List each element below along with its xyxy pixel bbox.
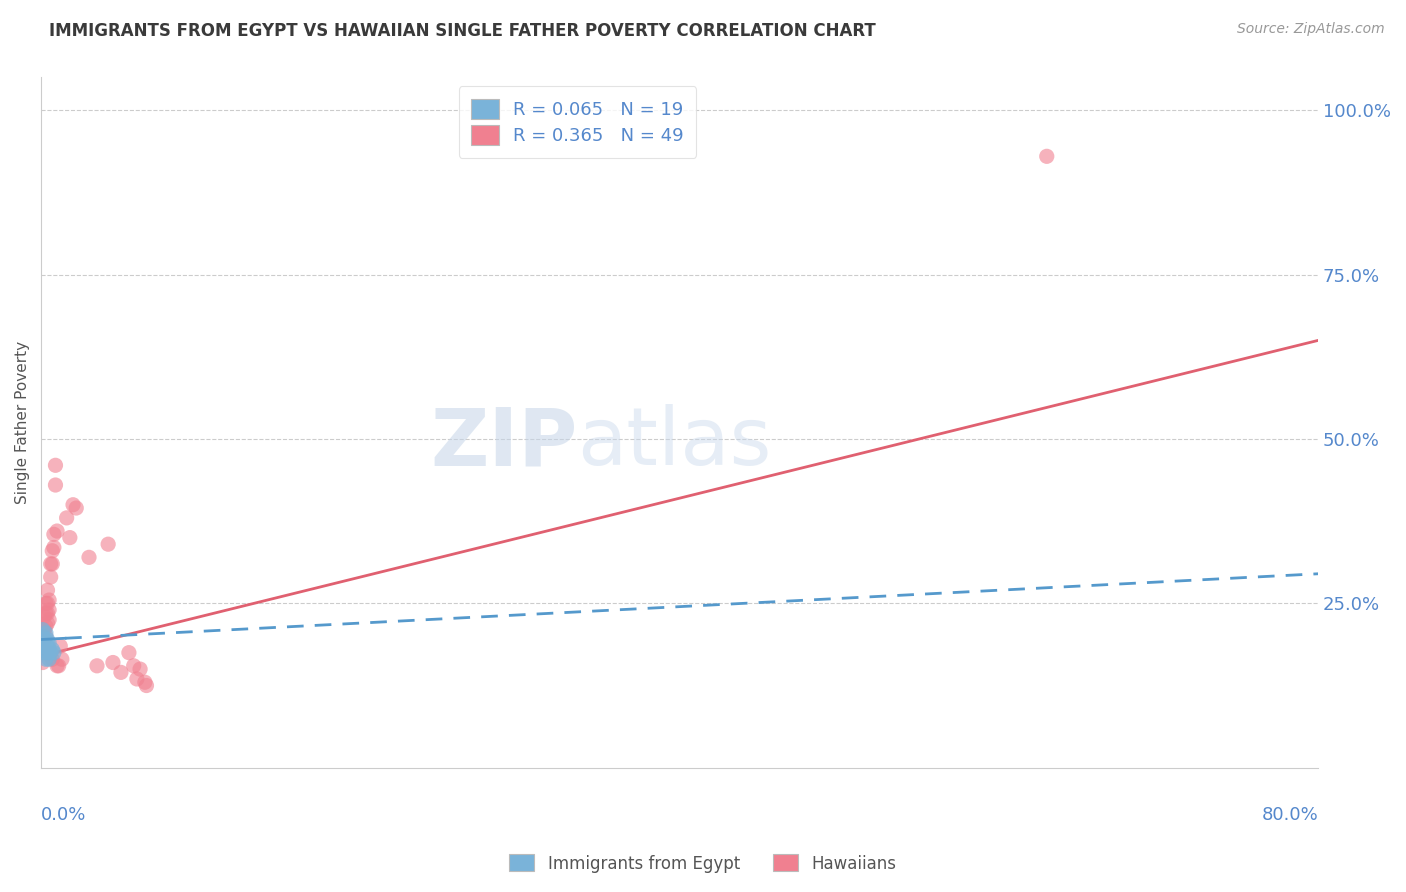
Y-axis label: Single Father Poverty: Single Father Poverty [15, 341, 30, 504]
Point [55, 511, 77, 525]
Point [65, 501, 87, 516]
Point [30, 639, 52, 653]
Point [129, 662, 152, 676]
Text: IMMIGRANTS FROM EGYPT VS HAWAIIAN SINGLE FATHER POVERTY CORRELATION CHART: IMMIGRANTS FROM EGYPT VS HAWAIIAN SINGLE… [49, 22, 876, 40]
Point [46, 658, 69, 673]
Legend: Immigrants from Egypt, Hawaiians: Immigrants from Egypt, Hawaiians [503, 847, 903, 880]
Point [44, 478, 66, 492]
Point [35, 606, 58, 620]
Point [35, 626, 58, 640]
Point [37, 596, 59, 610]
Point [48, 658, 70, 673]
Point [77, 550, 100, 565]
Point [39, 570, 62, 584]
Point [34, 632, 56, 647]
Point [37, 632, 59, 647]
Point [37, 583, 59, 598]
Point [122, 658, 145, 673]
Point [101, 656, 124, 670]
Point [39, 557, 62, 571]
Point [59, 531, 82, 545]
Text: ZIP: ZIP [430, 404, 578, 483]
Point [51, 652, 73, 666]
Point [49, 639, 72, 653]
Point [135, 679, 157, 693]
Text: 0.0%: 0.0% [41, 805, 87, 823]
Point [35, 639, 58, 653]
Point [34, 636, 56, 650]
Point [97, 537, 120, 551]
Point [34, 646, 56, 660]
Point [42, 527, 65, 541]
Point [39, 646, 62, 660]
Point [86, 658, 108, 673]
Point [30, 639, 52, 653]
Point [31, 646, 53, 660]
Point [38, 642, 60, 657]
Point [134, 675, 156, 690]
Point [41, 557, 63, 571]
Point [37, 606, 59, 620]
Point [38, 636, 60, 650]
Point [41, 543, 63, 558]
Point [35, 596, 58, 610]
Point [42, 646, 65, 660]
Point [34, 623, 56, 637]
Point [125, 672, 148, 686]
Text: Source: ZipAtlas.com: Source: ZipAtlas.com [1237, 22, 1385, 37]
Legend: R = 0.065   N = 19, R = 0.365   N = 49: R = 0.065 N = 19, R = 0.365 N = 49 [458, 87, 696, 158]
Point [31, 656, 53, 670]
Point [37, 646, 59, 660]
Point [118, 646, 141, 660]
Point [35, 652, 58, 666]
Point [38, 652, 60, 666]
Point [1036, 149, 1059, 163]
Point [37, 639, 59, 653]
Point [41, 642, 63, 657]
Point [35, 629, 58, 643]
Point [38, 603, 60, 617]
Text: atlas: atlas [578, 404, 772, 483]
Text: 80.0%: 80.0% [1261, 805, 1319, 823]
Point [30, 632, 52, 647]
Point [62, 498, 84, 512]
Point [110, 665, 132, 680]
Point [38, 613, 60, 627]
Point [31, 623, 53, 637]
Point [34, 609, 56, 624]
Point [44, 458, 66, 473]
Point [34, 632, 56, 647]
Point [38, 593, 60, 607]
Point [37, 616, 59, 631]
Point [35, 619, 58, 633]
Point [31, 629, 53, 643]
Point [39, 646, 62, 660]
Point [42, 541, 65, 555]
Point [31, 632, 53, 647]
Point [41, 652, 63, 666]
Point [46, 524, 69, 538]
